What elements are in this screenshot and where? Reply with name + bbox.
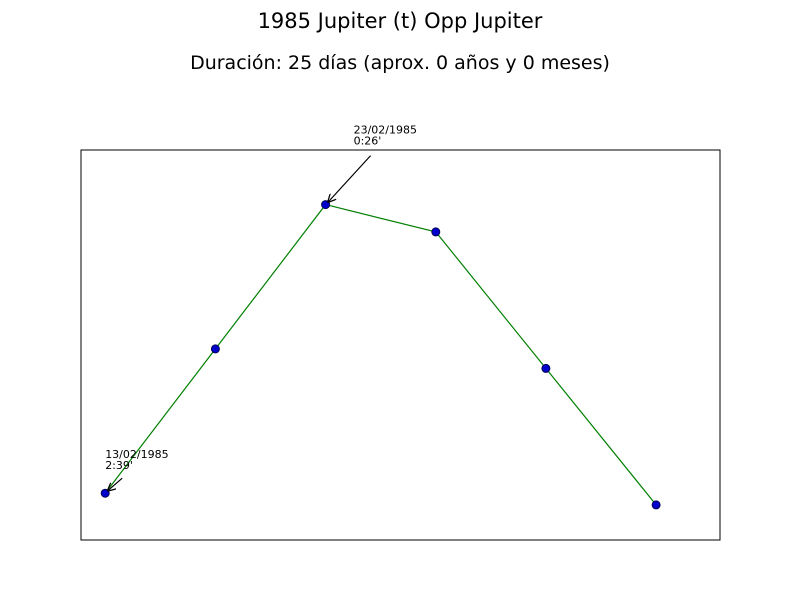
- annotation-arrow-1: [328, 155, 372, 203]
- chart-title: 1985 Jupiter (t) Opp Jupiter: [258, 9, 543, 33]
- series-line: [104, 203, 657, 506]
- chart-marks: 13/02/1985 2:39' 23/02/1985 0:26': [100, 124, 661, 510]
- annotation-line-1-0: 23/02/1985: [354, 124, 417, 137]
- annotation-label-1: 23/02/1985 0:26': [354, 124, 417, 148]
- data-point-1: [210, 344, 220, 354]
- data-point-3: [431, 227, 441, 237]
- annotation-line-0-1: 2:39': [105, 459, 133, 472]
- annotation-label-0: 13/02/1985 2:39': [105, 448, 168, 472]
- annotation-line-0-0: 13/02/1985: [105, 448, 168, 461]
- plot-area: [80, 149, 721, 541]
- data-point-5: [651, 500, 661, 510]
- chart-subtitle: Duración: 25 días (aprox. 0 años y 0 mes…: [190, 52, 610, 74]
- annotation-line-1-1: 0:26': [354, 135, 382, 148]
- data-point-4: [541, 363, 551, 373]
- annotation-arrow-0: [107, 477, 123, 491]
